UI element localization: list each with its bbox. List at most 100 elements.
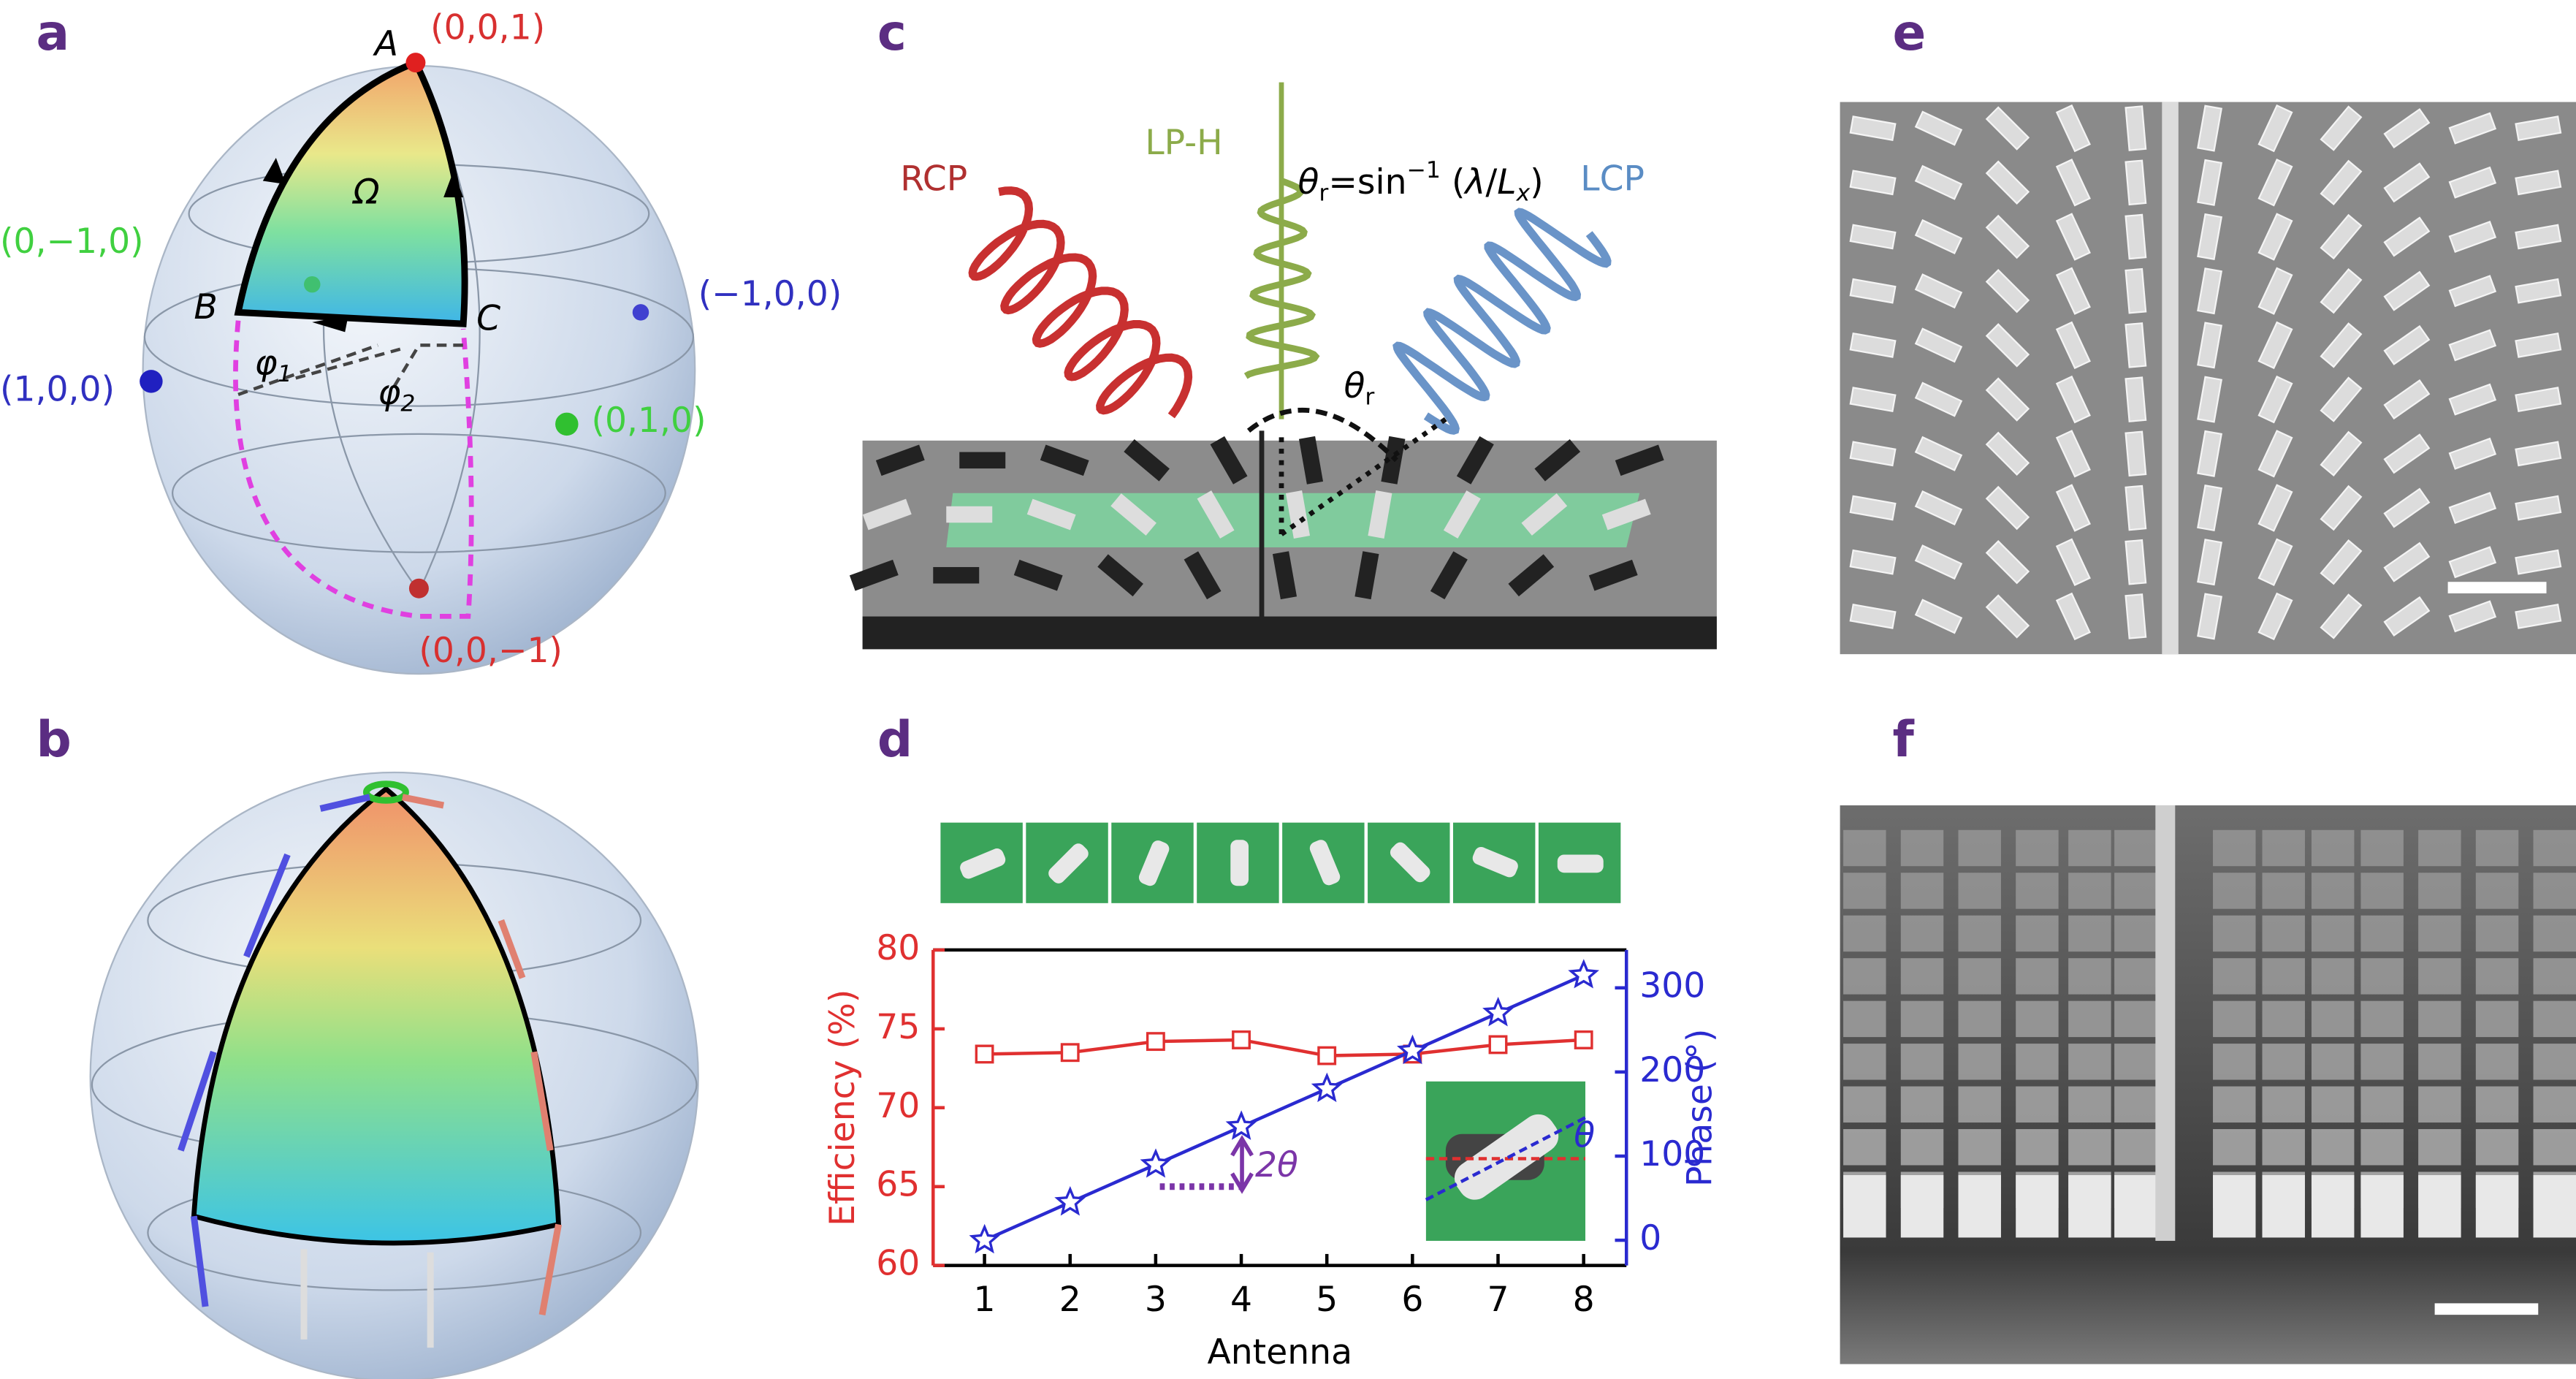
pillar bbox=[2262, 873, 2305, 909]
marker bbox=[969, 1223, 1000, 1254]
sem-pillars bbox=[1843, 805, 2576, 1241]
pillar bbox=[2311, 1129, 2355, 1166]
pillar bbox=[2475, 873, 2519, 909]
rod bbox=[1849, 278, 1897, 304]
rod bbox=[1508, 554, 1555, 597]
pillar bbox=[2533, 958, 2576, 995]
panel-label: f bbox=[1893, 710, 1915, 768]
pillar bbox=[1900, 958, 1944, 995]
label-omega: Ω bbox=[351, 172, 379, 213]
pillar-base bbox=[1958, 1174, 2001, 1238]
rod bbox=[2125, 267, 2147, 314]
scale-bar bbox=[2447, 582, 2547, 593]
rod bbox=[2125, 376, 2147, 422]
pillar bbox=[2418, 1129, 2461, 1166]
rod bbox=[2515, 170, 2562, 196]
pillar bbox=[2533, 1000, 2576, 1038]
points bbox=[140, 53, 649, 599]
pillar bbox=[2114, 829, 2157, 867]
rod bbox=[2125, 213, 2147, 260]
rod bbox=[1048, 843, 1089, 884]
rod bbox=[1849, 495, 1897, 521]
annotation: 2θ bbox=[1255, 1145, 1298, 1185]
pillar bbox=[2114, 915, 2157, 952]
pillar bbox=[2068, 829, 2111, 867]
pillar bbox=[2475, 1086, 2519, 1123]
pillar bbox=[2213, 1000, 2256, 1038]
rod bbox=[1601, 498, 1651, 531]
marker bbox=[1488, 1035, 1508, 1055]
rod bbox=[2515, 332, 2562, 358]
rod bbox=[2055, 484, 2091, 532]
rod bbox=[2448, 600, 2497, 633]
pillar bbox=[2360, 1000, 2404, 1038]
pillar bbox=[2114, 958, 2157, 995]
rod bbox=[2197, 484, 2222, 532]
rod bbox=[2055, 538, 2091, 586]
pillar bbox=[2016, 958, 2059, 995]
x-tick-label: 1 bbox=[974, 1280, 996, 1320]
rod bbox=[2448, 437, 2497, 470]
pillar bbox=[2475, 1000, 2519, 1038]
rod bbox=[2257, 538, 2293, 586]
pillar bbox=[2114, 1000, 2157, 1038]
rod bbox=[1914, 273, 1963, 309]
rod bbox=[1026, 498, 1076, 531]
rod bbox=[2383, 596, 2431, 637]
sem-rods bbox=[1849, 102, 2562, 655]
series-line bbox=[984, 1038, 1584, 1057]
rod bbox=[1013, 559, 1063, 591]
rod bbox=[2125, 539, 2147, 585]
rod bbox=[1849, 387, 1897, 413]
formula: θr=sin−1 (λ/Lx) bbox=[1297, 157, 1543, 206]
label-phi2: φ2 bbox=[378, 373, 415, 417]
pillar bbox=[1958, 829, 2001, 867]
rod bbox=[2055, 592, 2091, 641]
pillar bbox=[2213, 1044, 2256, 1080]
rod bbox=[1849, 441, 1897, 467]
rod bbox=[1110, 493, 1156, 536]
rod bbox=[1985, 594, 2030, 639]
pillar bbox=[1843, 1000, 1886, 1038]
rod bbox=[2125, 322, 2147, 368]
pillar bbox=[2475, 915, 2519, 952]
rod bbox=[1914, 490, 1963, 526]
label-south: (0,0,−1) bbox=[419, 631, 563, 671]
rod bbox=[1985, 431, 2030, 476]
annotation: θ bbox=[1574, 1115, 1595, 1155]
x-tick-label: 3 bbox=[1145, 1280, 1167, 1320]
y2-tick-label: 0 bbox=[1639, 1218, 1661, 1258]
formula-part: r bbox=[1319, 181, 1328, 207]
pillar bbox=[2360, 915, 2404, 952]
rod bbox=[1272, 551, 1297, 600]
pillar-base bbox=[2360, 1174, 2404, 1238]
rod bbox=[1849, 549, 1897, 575]
pillar bbox=[2533, 1044, 2576, 1080]
pillar bbox=[2311, 958, 2355, 995]
rod bbox=[2448, 546, 2497, 579]
pillar-base bbox=[2533, 1174, 2576, 1238]
rod bbox=[2515, 495, 2562, 521]
marker bbox=[1311, 1072, 1343, 1103]
formula-part: / bbox=[1485, 162, 1497, 202]
pillar-base bbox=[2311, 1174, 2355, 1238]
pillar bbox=[1958, 1000, 2001, 1038]
y2-tick-label: 300 bbox=[1639, 966, 1705, 1006]
rod bbox=[2125, 593, 2147, 639]
pillar bbox=[2533, 915, 2576, 952]
formula-part: x bbox=[1516, 181, 1531, 207]
pillar bbox=[1900, 1044, 1944, 1080]
pillar bbox=[1900, 1086, 1944, 1123]
rod bbox=[849, 559, 899, 591]
rod bbox=[2257, 375, 2293, 424]
rod bbox=[1354, 551, 1379, 600]
rod bbox=[2055, 430, 2091, 478]
rod bbox=[862, 498, 912, 531]
pillar-base bbox=[2475, 1174, 2519, 1238]
pillar bbox=[2311, 873, 2355, 909]
pillar bbox=[2213, 1086, 2256, 1123]
center-wall bbox=[2155, 805, 2176, 1241]
pillar bbox=[2114, 873, 2157, 909]
x-tick-label: 6 bbox=[1401, 1280, 1423, 1320]
label-xpos: (1,0,0) bbox=[0, 369, 115, 409]
